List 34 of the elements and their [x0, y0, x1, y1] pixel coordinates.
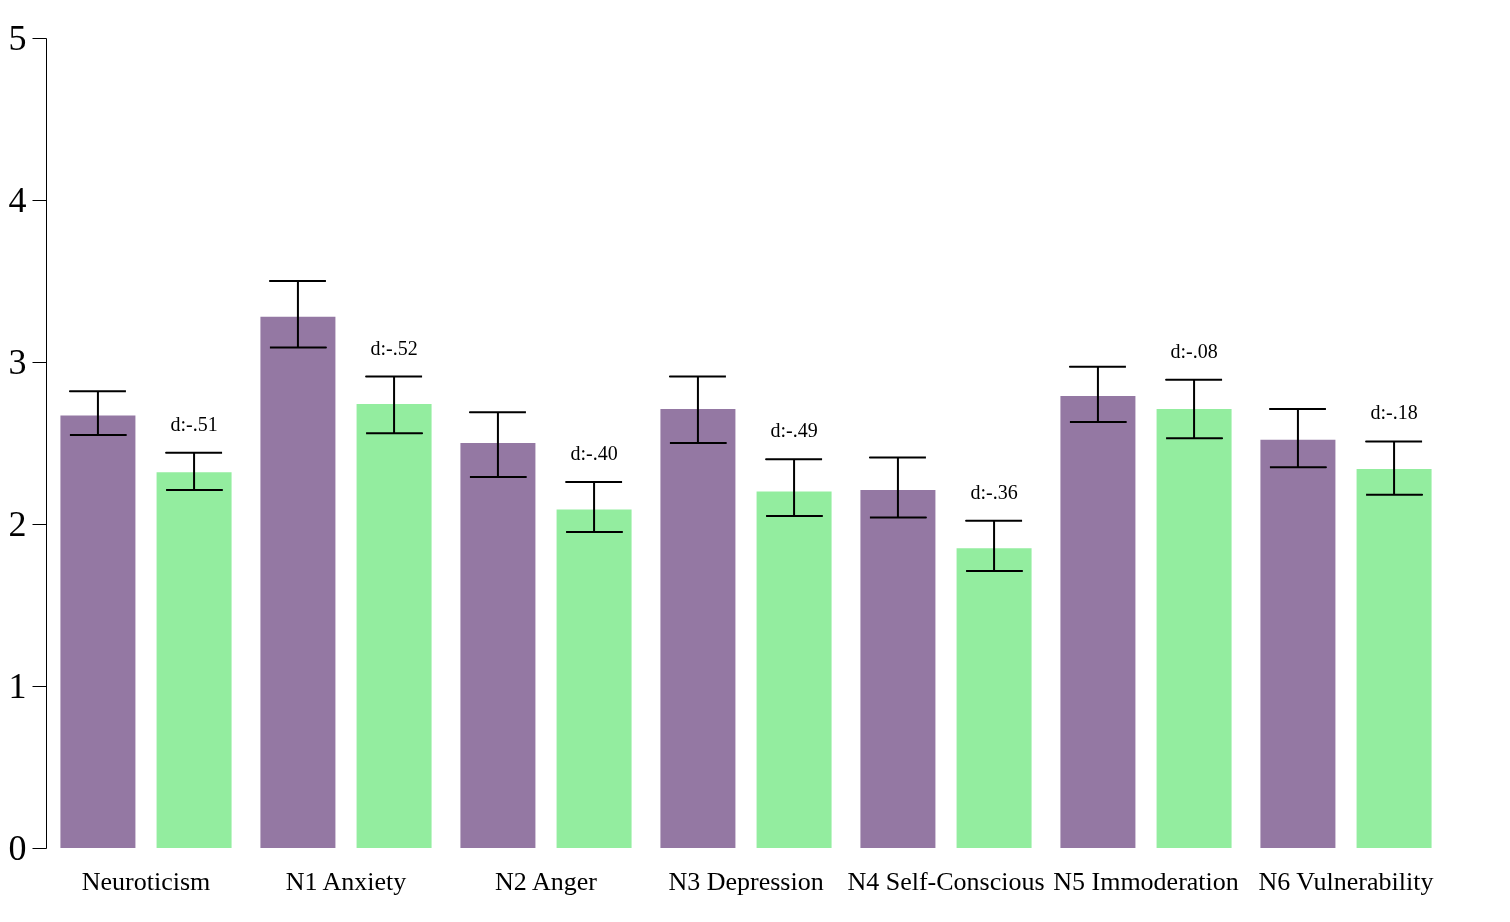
- bar: [356, 404, 432, 848]
- y-tick-label: 5: [8, 17, 27, 58]
- annotation: d:-.40: [570, 441, 618, 464]
- bar: [1260, 439, 1336, 848]
- x-tick-label: N3 Depression: [668, 866, 824, 896]
- x-tick-label: N2 Anger: [495, 866, 598, 896]
- bar: [460, 443, 536, 848]
- bar: [260, 316, 336, 848]
- bar: [660, 408, 736, 848]
- annotation: d:-.18: [1370, 401, 1418, 424]
- y-tick-label: 1: [8, 665, 27, 706]
- annotation: d:-.52: [370, 336, 418, 359]
- bar: [860, 489, 936, 848]
- annotation: d:-.49: [770, 419, 818, 442]
- x-tick-label: N1 Anxiety: [285, 866, 407, 896]
- bar: [1060, 396, 1136, 848]
- x-tick-label: N6 Vulnerability: [1258, 866, 1434, 896]
- annotation: d:-.08: [1170, 339, 1218, 362]
- annotation: d:-.36: [970, 480, 1018, 503]
- y-tick-label: 4: [8, 179, 27, 220]
- x-tick-label: N4 Self-Conscious: [847, 866, 1045, 896]
- bar: [1156, 408, 1232, 848]
- annotation: d:-.51: [170, 412, 218, 435]
- bar: [956, 548, 1032, 848]
- x-tick-label: Neuroticism: [81, 866, 211, 896]
- bar: [556, 509, 632, 848]
- x-tick-label: N5 Immoderation: [1053, 866, 1239, 896]
- bar: [156, 472, 232, 848]
- bar: [756, 491, 832, 848]
- bar: [1356, 468, 1432, 848]
- y-tick-label: 0: [8, 827, 27, 868]
- y-tick-label: 2: [8, 503, 27, 544]
- y-tick-label: 3: [8, 341, 27, 382]
- bar: [60, 415, 136, 848]
